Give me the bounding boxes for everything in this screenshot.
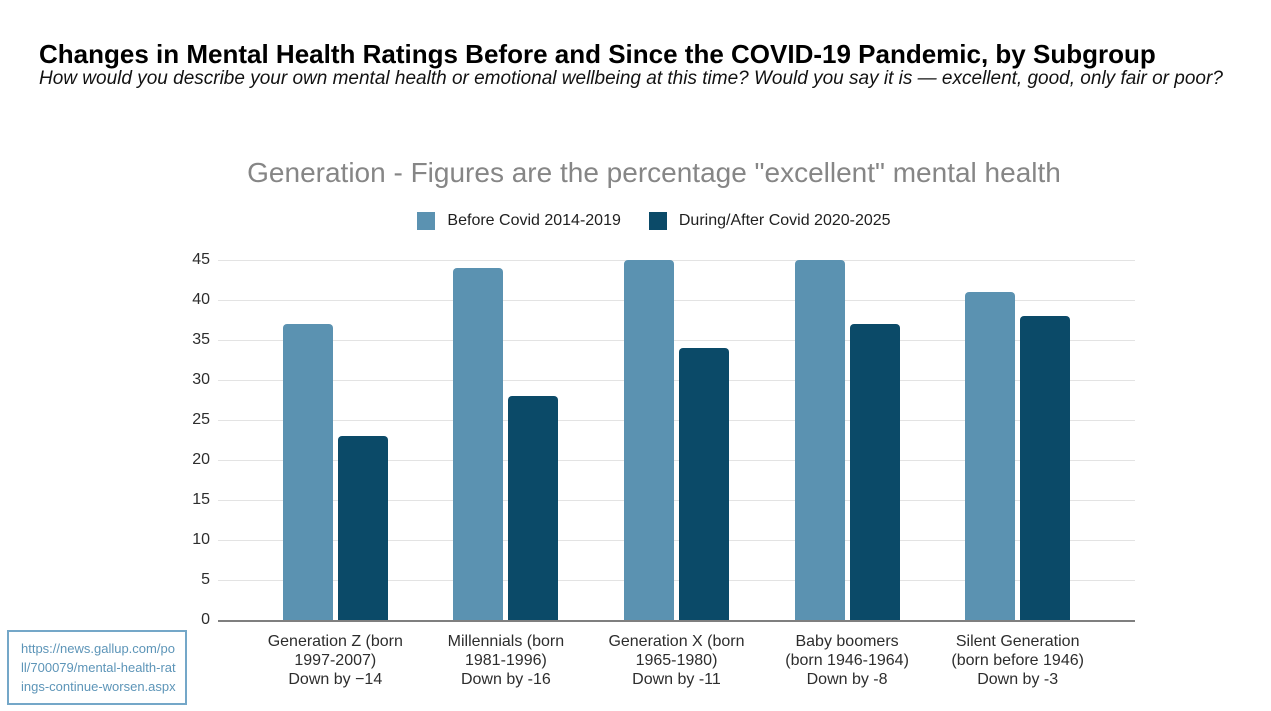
- bar: [678, 348, 729, 620]
- gridline: [218, 500, 1135, 501]
- x-axis: Generation Z (born 1997-2007) Down by −14 M…: [173, 622, 1135, 689]
- x-axis-label-line: Down by -11: [632, 671, 721, 688]
- x-axis-label: Generation X (born 1965-1980) Down by -11: [591, 622, 762, 689]
- gridline: [218, 420, 1135, 421]
- y-tick-label: 30: [192, 371, 210, 388]
- plot-area: [218, 260, 1135, 622]
- y-axis: 0 5 10 15 20 25 30 35 40 45: [173, 251, 218, 628]
- source-link-line: ings-continue-worsen.aspx: [21, 679, 176, 694]
- x-axis-labels: Generation Z (born 1997-2007) Down by −14 M…: [218, 622, 1135, 689]
- x-axis-label-line: Baby boomers: [795, 633, 899, 650]
- y-tick-label: 45: [192, 251, 210, 268]
- x-axis-label-line: Millennials (born: [447, 633, 565, 650]
- y-tick-label: 15: [192, 491, 210, 508]
- x-axis-label: Baby boomers (born 1946-1964) Down by -8: [762, 622, 933, 689]
- gridline: [218, 460, 1135, 461]
- x-axis-label-line: Silent Generation: [955, 633, 1080, 650]
- legend-swatch-icon: [417, 212, 436, 230]
- x-axis-label-line: Down by -3: [977, 671, 1059, 688]
- legend-label: Before Covid 2014-2019: [447, 212, 621, 229]
- bar: [794, 260, 845, 620]
- chart-title: Generation - Figures are the percentage …: [247, 157, 1061, 188]
- y-tick-label: 10: [192, 531, 210, 548]
- gridline: [218, 580, 1135, 581]
- page-title: Changes in Mental Health Ratings Before …: [39, 39, 1156, 70]
- bar: [849, 324, 900, 620]
- chart-legend: Before Covid 2014-2019 During/After Covid…: [173, 212, 1135, 230]
- y-tick-label: 20: [192, 451, 210, 468]
- legend-item: Before Covid 2014-2019: [417, 212, 621, 230]
- bar-group: [932, 292, 1103, 620]
- y-tick-label: 40: [192, 291, 210, 308]
- bar: [453, 268, 504, 620]
- bar: [965, 292, 1016, 620]
- bar-group: [762, 260, 933, 620]
- bar-group: [591, 260, 762, 620]
- y-tick-label: 35: [192, 331, 210, 348]
- x-axis-label-line: 1965-1980): [635, 652, 718, 669]
- legend-swatch-icon: [648, 212, 667, 230]
- x-axis-label-line: 1997-2007): [294, 652, 377, 669]
- plot-row: 0 5 10 15 20 25 30 35 40 45: [173, 251, 1135, 628]
- gridline: [218, 260, 1135, 261]
- page-subtitle: How would you describe your own mental h…: [39, 68, 1223, 89]
- gridline: [218, 300, 1135, 301]
- source-link-line: https://news.gallup.com/po: [21, 641, 175, 656]
- bar: [282, 324, 333, 620]
- x-axis-label-line: (born 1946-1964): [785, 652, 909, 669]
- gridline: [218, 380, 1135, 381]
- x-axis-label: Silent Generation (born before 1946) Down …: [932, 622, 1103, 689]
- x-axis-label-line: Down by −14: [288, 671, 383, 688]
- bar: [508, 396, 559, 620]
- y-tick-label: 0: [201, 611, 210, 628]
- gridline: [218, 340, 1135, 341]
- bar: [337, 436, 388, 620]
- legend-label: During/After Covid 2020-2025: [678, 212, 891, 229]
- y-tick-label: 5: [201, 571, 210, 588]
- bar-group: [421, 268, 592, 620]
- source-link-line: ll/700079/mental-health-rat: [21, 660, 176, 675]
- x-axis-label: Millennials (born 1981-1996) Down by -16: [421, 622, 592, 689]
- bar-chart: Generation - Figures are the percentage …: [173, 156, 1135, 689]
- bar: [1020, 316, 1071, 620]
- x-axis-label-line: 1981-1996): [464, 652, 547, 669]
- gridline: [218, 540, 1135, 541]
- x-axis-label: Generation Z (born 1997-2007) Down by −14: [250, 622, 421, 689]
- y-tick-label: 25: [192, 411, 210, 428]
- bar: [623, 260, 674, 620]
- bar-group: [250, 324, 421, 620]
- x-axis-label-line: Down by -16: [460, 671, 551, 688]
- legend-item: During/After Covid 2020-2025: [648, 212, 891, 230]
- x-axis-label-line: (born before 1946): [951, 652, 1084, 669]
- x-axis-label-line: Down by -8: [806, 671, 888, 688]
- x-axis-label-line: Generation Z (born: [267, 633, 403, 650]
- bars-layer: [218, 260, 1135, 620]
- source-link-box[interactable]: https://news.gallup.com/po ll/700079/ment…: [7, 630, 187, 705]
- x-axis-label-line: Generation X (born: [608, 633, 745, 650]
